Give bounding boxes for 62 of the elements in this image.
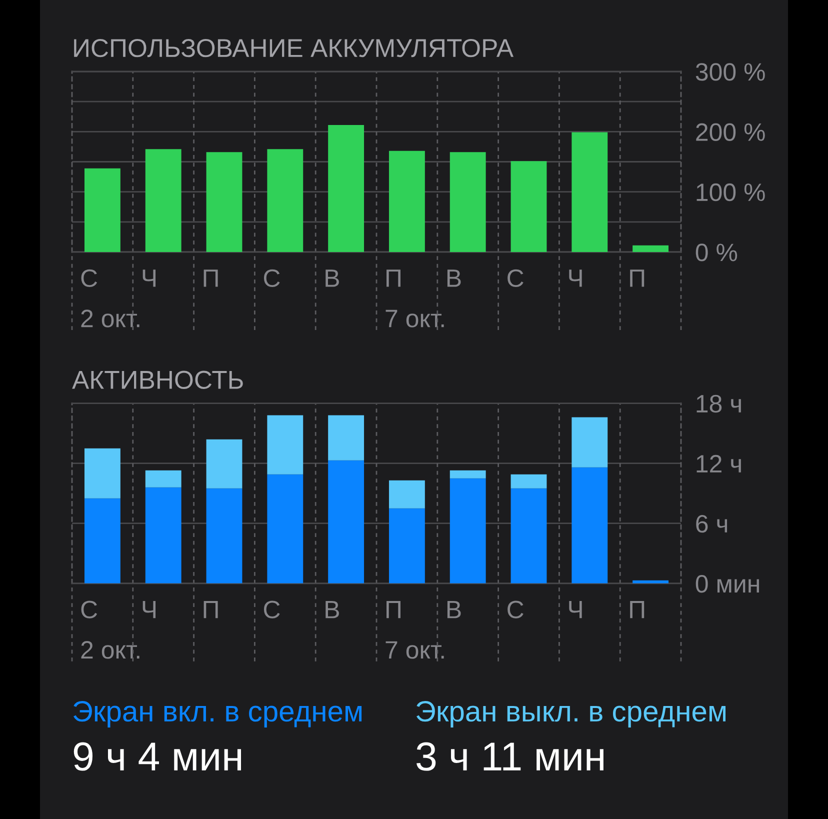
- x-tick-label: С 2 окт.: [81, 269, 140, 328]
- bar: [145, 487, 182, 584]
- x-tick-label: П: [204, 270, 218, 287]
- bar: [145, 149, 182, 252]
- bar: [206, 152, 242, 252]
- bar: [510, 488, 547, 584]
- x-tick-label: С: [264, 600, 280, 618]
- bar: [328, 460, 364, 584]
- bar: [388, 150, 425, 252]
- x-tick-label: С: [264, 269, 280, 288]
- x-tick-label: П 7 окт.: [386, 600, 444, 659]
- bar: [84, 448, 120, 498]
- x-tick-label: В: [326, 270, 339, 287]
- bar: [206, 488, 242, 584]
- bar: [572, 132, 608, 252]
- bar: [328, 125, 364, 252]
- x-tick-label: В: [447, 600, 461, 618]
- bar: [450, 152, 486, 252]
- bar: [206, 439, 242, 488]
- bar: [267, 149, 304, 252]
- bar: [328, 415, 364, 460]
- bar: [84, 498, 120, 584]
- x-tick-label: Ч: [569, 270, 582, 287]
- chart-title: АКТИВНОСТЬ: [72, 370, 243, 389]
- x-tick-label: Ч: [142, 270, 156, 287]
- bar: [572, 467, 608, 584]
- y-tick-label: 300 %: [696, 63, 765, 81]
- text: 9 ч 4 мин: [74, 742, 241, 771]
- x-tick-label: С: [508, 269, 524, 288]
- bar: [510, 161, 547, 252]
- bar: [510, 474, 547, 488]
- text: Экран вкл. в среднем: [73, 701, 362, 728]
- text: 3 ч 11 мин: [416, 742, 604, 771]
- bar: [632, 245, 669, 252]
- x-tick-label: С 2 окт.: [81, 600, 140, 659]
- bar: [145, 470, 182, 488]
- bar: [388, 508, 425, 584]
- bar: [450, 478, 486, 584]
- y-tick-label: 12 ч: [696, 454, 741, 472]
- y-tick-label: 6 ч: [696, 514, 728, 533]
- y-tick-label: 0 %: [696, 244, 738, 262]
- y-tick-label: 100 %: [696, 183, 765, 202]
- x-tick-label: В: [447, 270, 461, 287]
- y-tick-label: 0 мин: [696, 575, 759, 593]
- x-tick-label: П 7 окт.: [386, 270, 444, 328]
- x-tick-label: Ч: [142, 600, 156, 618]
- x-tick-label: П: [630, 270, 644, 287]
- bar: [572, 417, 608, 468]
- text: Экран выкл. в среднем: [416, 701, 726, 728]
- bar: [84, 168, 120, 252]
- x-tick-label: Ч: [569, 600, 582, 618]
- y-tick-label: 200 %: [696, 123, 765, 141]
- bar: [388, 480, 425, 508]
- x-tick-label: В: [326, 600, 339, 618]
- x-tick-label: П: [204, 600, 218, 618]
- y-tick-label: 18 ч: [696, 394, 741, 413]
- bar: [450, 470, 486, 478]
- bar: [267, 474, 304, 584]
- x-tick-label: С: [508, 600, 524, 618]
- chart-title: ИСПОЛЬЗОВАНИЕ АККУМУЛЯТОРА: [74, 38, 514, 58]
- bar: [267, 415, 304, 474]
- x-tick-label: П: [630, 600, 644, 618]
